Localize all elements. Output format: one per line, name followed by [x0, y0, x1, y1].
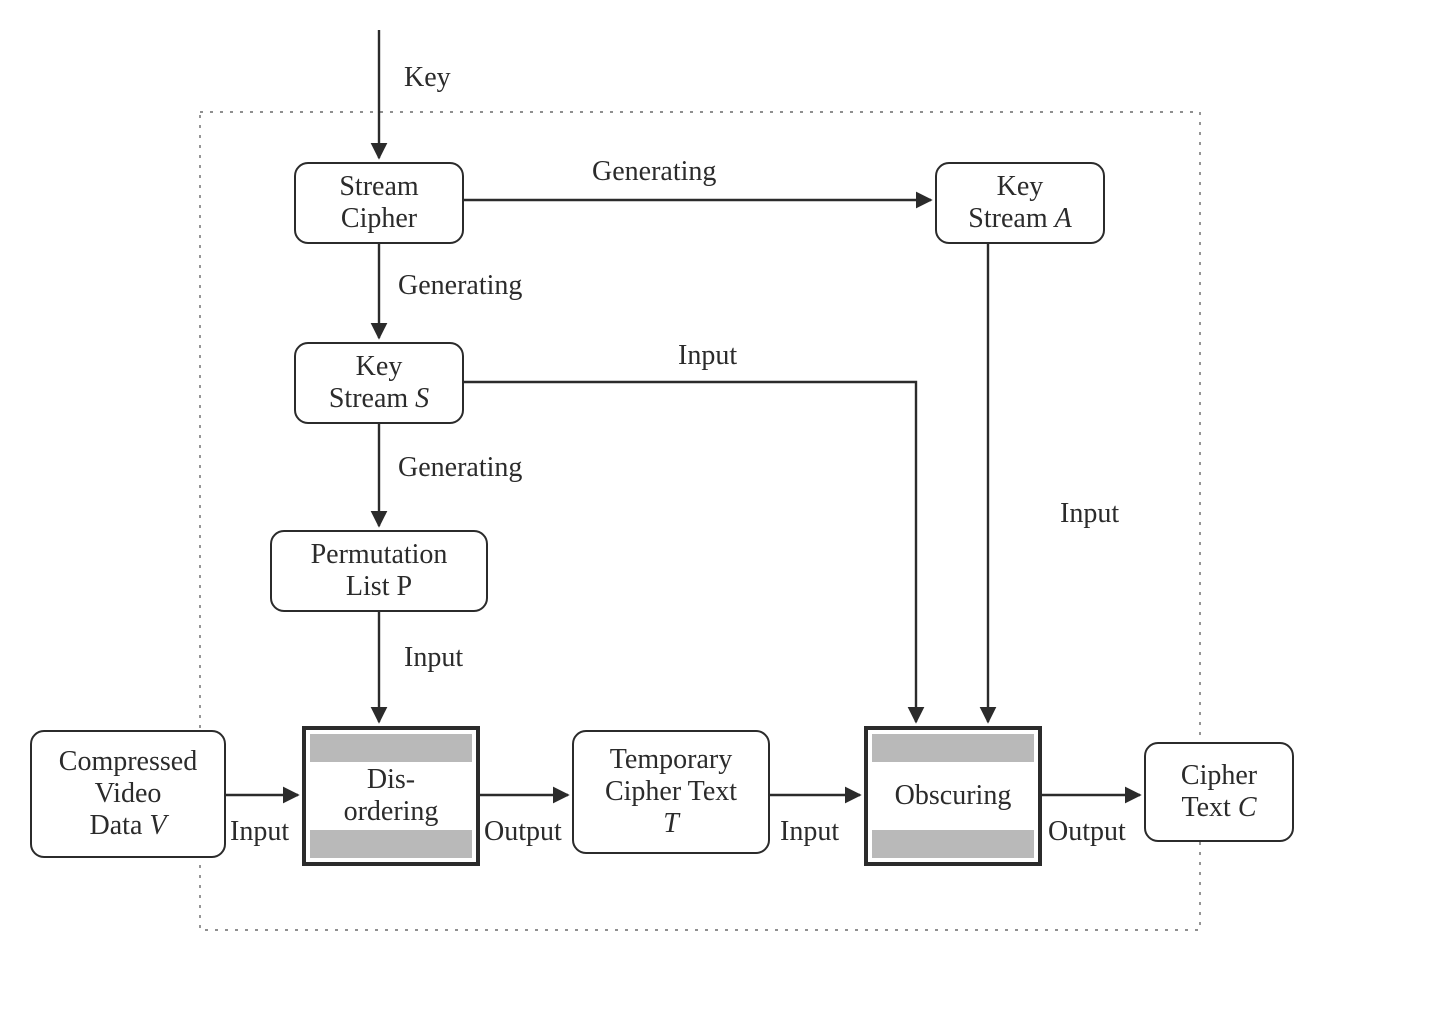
node-disordering: Dis- ordering: [302, 726, 480, 866]
node-disordering-shade-bot: [310, 830, 472, 858]
edge-label-sc_to_a: Generating: [592, 156, 716, 188]
node-compressed-label: Compressed Video Data V: [59, 746, 197, 843]
node-obscuring-label: Obscuring: [895, 780, 1012, 812]
edge-label-dis_to_t: Output: [484, 816, 562, 848]
node-key_stream_s-label: Key Stream S: [329, 351, 429, 415]
edge-label-obs_to_c: Output: [1048, 816, 1126, 848]
edge-s_to_obs: [464, 382, 916, 722]
node-key_stream_a: Key Stream A: [935, 162, 1105, 244]
node-key_stream_s: Key Stream S: [294, 342, 464, 424]
node-compressed: Compressed Video Data V: [30, 730, 226, 858]
node-key_stream_a-label-var: A: [1055, 203, 1072, 234]
node-key_stream_s-label-main: Key Stream: [329, 351, 415, 414]
edge-label-a_to_obs: Input: [1060, 498, 1119, 530]
node-permutation: Permutation List P: [270, 530, 488, 612]
node-key_stream_a-label-main: Key Stream: [968, 171, 1054, 234]
node-compressed-label-main: Compressed Video Data: [59, 746, 197, 841]
edge-label-p_to_dis: Input: [404, 642, 463, 674]
edge-label-sc_to_s: Generating: [398, 270, 522, 302]
edge-label-key_in: Key: [404, 62, 451, 94]
node-permutation-label: Permutation List P: [311, 539, 448, 603]
node-temporary-label-var: T: [663, 808, 679, 839]
edge-label-t_to_obs: Input: [780, 816, 839, 848]
edge-label-s_to_p: Generating: [398, 452, 522, 484]
node-cipher_text: Cipher Text C: [1144, 742, 1294, 842]
node-obscuring-shade-top: [872, 734, 1034, 762]
node-key_stream_s-label-var: S: [415, 383, 429, 414]
node-stream_cipher-label: Stream Cipher: [339, 171, 418, 235]
node-obscuring: Obscuring: [864, 726, 1042, 866]
node-disordering-label: Dis- ordering: [344, 764, 439, 828]
node-temporary-label-main: Temporary Cipher Text: [605, 744, 737, 807]
diagram-svg-overlay: [0, 0, 1449, 1010]
node-stream_cipher: Stream Cipher: [294, 162, 464, 244]
diagram-canvas: Key Generating Generating Generating Input In…: [0, 0, 1449, 1010]
node-temporary-label: Temporary Cipher Text T: [605, 744, 737, 841]
node-cipher_text-label: Cipher Text C: [1181, 760, 1257, 824]
node-key_stream_a-label: Key Stream A: [968, 171, 1071, 235]
node-cipher_text-label-var: C: [1238, 792, 1257, 823]
node-obscuring-shade-bot: [872, 830, 1034, 858]
node-disordering-shade-top: [310, 734, 472, 762]
node-compressed-label-var: V: [149, 810, 166, 841]
edge-label-s_to_obs: Input: [678, 340, 737, 372]
edge-label-v_to_dis: Input: [230, 816, 289, 848]
node-temporary: Temporary Cipher Text T: [572, 730, 770, 854]
